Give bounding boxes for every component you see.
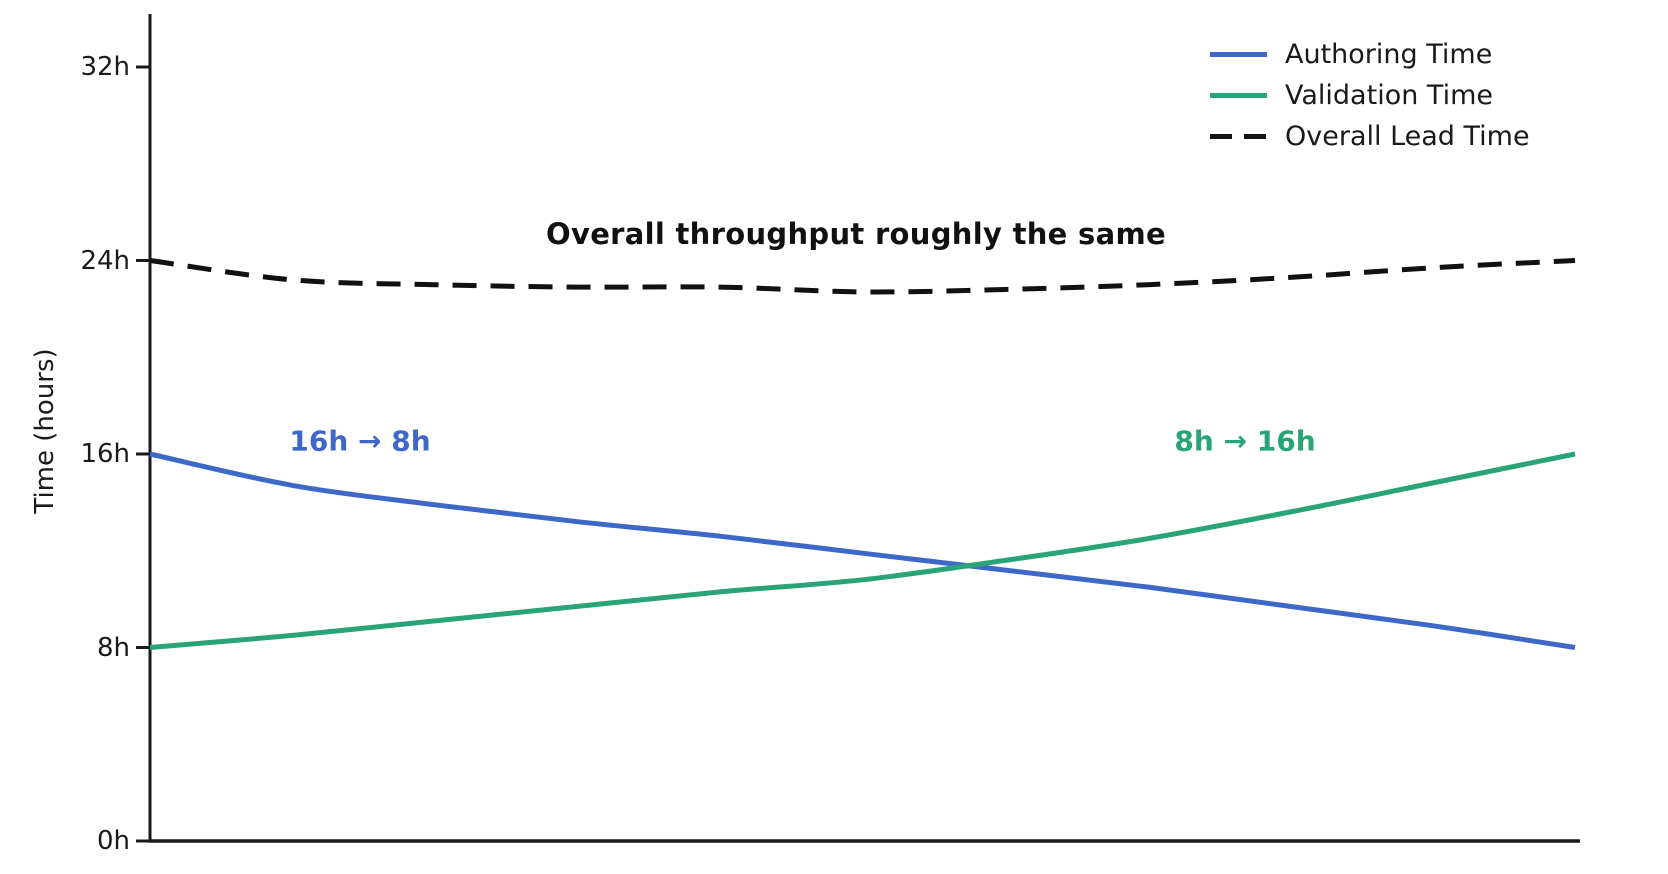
- legend-label: Validation Time: [1285, 80, 1493, 111]
- legend-item-validation-time: Validation Time: [1210, 75, 1530, 116]
- series-line-validation-time: [149, 451, 1576, 650]
- authoring-line-swatch-icon: [1210, 52, 1267, 57]
- y-tick-label: 0h: [96, 826, 130, 856]
- series-line-overall-lead-time: [149, 258, 1576, 295]
- annotation-validation-change: 8h → 16h: [1174, 424, 1316, 458]
- legend-item-authoring-time: Authoring Time: [1210, 34, 1530, 75]
- legend-item-overall-lead-time: Overall Lead Time: [1210, 116, 1530, 157]
- annotation-authoring-change: 16h → 8h: [289, 424, 431, 458]
- legend-label: Overall Lead Time: [1285, 121, 1530, 152]
- y-tick-label: 24h: [80, 245, 130, 276]
- y-tick-label: 16h: [80, 439, 130, 469]
- y-tick-label: 8h: [96, 632, 130, 663]
- annotation-overall-throughput: Overall throughput roughly the same: [546, 217, 1166, 251]
- y-axis-title: Time (hours): [30, 348, 60, 514]
- y-tick-label: 32h: [80, 52, 130, 82]
- validation-line-swatch-icon: [1210, 93, 1267, 98]
- legend: Authoring Time Validation Time Overall L…: [1210, 34, 1530, 157]
- series-line-authoring-time: [149, 451, 1576, 650]
- legend-label: Authoring Time: [1285, 39, 1493, 70]
- overall-dashed-swatch-icon: [1210, 134, 1267, 139]
